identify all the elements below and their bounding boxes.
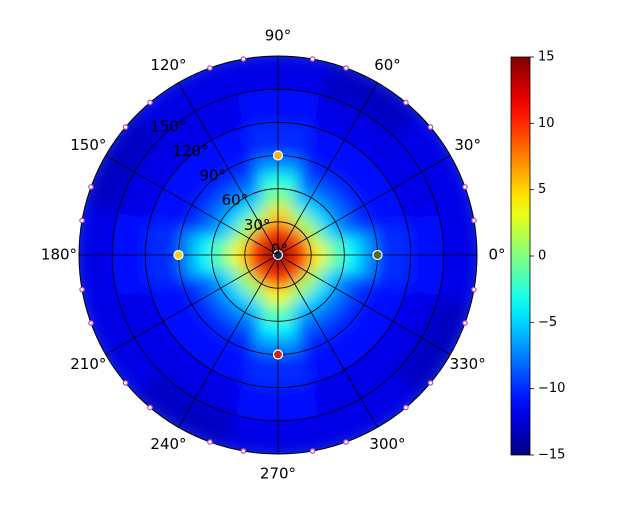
rim-marker — [471, 217, 477, 224]
labels: 0°30°60°90°120°150°180°210°240°270°300°3… — [41, 27, 506, 483]
rim-marker — [122, 124, 129, 130]
rim-marker — [403, 404, 409, 411]
theta-grid-line — [277, 82, 378, 256]
r-tick-label: 60° — [222, 191, 249, 209]
theta-grid-line — [277, 254, 378, 428]
rim-marker — [403, 99, 409, 106]
theta-tick-label: 30° — [454, 136, 481, 154]
colorbar-fill — [510, 56, 531, 456]
theta-grid-line — [277, 155, 451, 256]
rim-marker — [122, 380, 129, 386]
r-tick-label: 150° — [150, 117, 186, 135]
rim-marker — [309, 56, 316, 62]
theta-grid-line — [105, 254, 279, 355]
colorbar: −15 −10 −5 0 5 10 15 — [510, 50, 565, 463]
theta-tick-label: 0° — [488, 246, 505, 264]
rim-marker — [309, 448, 316, 454]
theta-grid-line — [105, 155, 279, 256]
colorbar-tick-label: 5 — [538, 182, 546, 197]
colorbar-tick-label: 15 — [538, 50, 555, 65]
theta-tick-label: 240° — [150, 435, 186, 453]
theta-tick-label: 120° — [150, 56, 186, 74]
rim-marker — [240, 448, 247, 454]
colorbar-tick-label: 0 — [538, 249, 546, 264]
rim-marker — [207, 65, 213, 71]
markers — [79, 56, 477, 454]
rim-marker — [471, 286, 477, 293]
r-tick-label: 120° — [172, 142, 208, 160]
marker — [272, 249, 284, 261]
colorbar-tick-label: −5 — [538, 315, 557, 330]
r-tick-label: 0° — [271, 241, 288, 259]
theta-grid-line — [178, 254, 279, 428]
rim-marker — [88, 184, 94, 190]
theta-tick-label: 150° — [70, 136, 106, 154]
rim-marker — [207, 439, 213, 445]
theta-tick-label: 300° — [369, 435, 405, 453]
colorbar-tick-label: 10 — [538, 116, 555, 131]
theta-grid-line — [277, 254, 451, 355]
rim-marker — [147, 99, 153, 106]
marker — [173, 249, 184, 261]
theta-tick-label: 60° — [374, 56, 401, 74]
theta-tick-label: 180° — [41, 246, 77, 264]
polar-grid — [78, 55, 478, 455]
r-tick-label: 90° — [199, 167, 226, 185]
rim-marker — [462, 320, 468, 326]
theta-tick-label: 330° — [450, 355, 486, 373]
rim-marker — [79, 286, 85, 293]
theta-tick-label: 90° — [265, 27, 292, 45]
marker — [372, 249, 383, 261]
rim-marker — [79, 217, 85, 224]
rim-marker — [88, 320, 94, 326]
rim-marker — [427, 124, 434, 130]
marker — [272, 349, 284, 360]
theta-grid-line — [178, 82, 279, 256]
rim-marker — [343, 65, 349, 71]
rim-marker — [343, 439, 349, 445]
polar-frame — [78, 55, 478, 455]
rim-marker — [240, 56, 247, 62]
rim-marker — [462, 184, 468, 190]
theta-tick-label: 270° — [260, 465, 296, 483]
rim-marker — [147, 404, 153, 411]
r-tick-label: 30° — [244, 216, 271, 234]
marker — [272, 150, 284, 161]
rim-marker — [427, 380, 434, 386]
theta-tick-label: 210° — [70, 355, 106, 373]
colorbar-tick-label: −15 — [538, 448, 565, 463]
colorbar-tick-label: −10 — [538, 381, 565, 396]
